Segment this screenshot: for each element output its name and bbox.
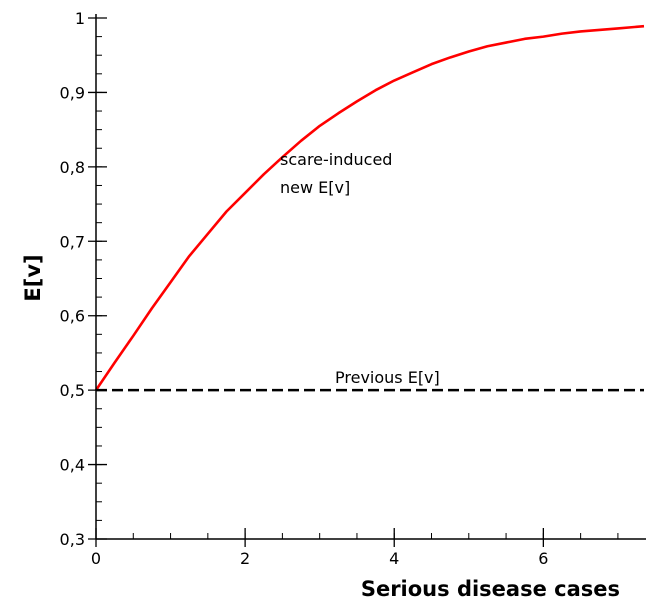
plot-lines: [94, 24, 645, 392]
y-tick-label: 0,5: [60, 381, 85, 400]
curve-annotation-line2: new E[v]: [280, 178, 350, 197]
x-tick-label: 4: [389, 549, 399, 568]
curve-annotation-line1: scare-induced: [280, 150, 392, 169]
baseline-annotation: Previous E[v]: [335, 368, 440, 387]
x-tick-label: 6: [538, 549, 548, 568]
curve-series-line: [94, 24, 645, 391]
y-tick-label: 0,8: [60, 158, 85, 177]
y-tick-label: 0,4: [60, 456, 85, 475]
axes: [95, 14, 646, 540]
y-tick-label: 0,9: [60, 83, 85, 102]
x-axis-title: Serious disease cases: [361, 577, 620, 601]
x-tick-label: 2: [240, 549, 250, 568]
y-tick-label: 1: [75, 9, 85, 28]
x-tick-label: 0: [91, 549, 101, 568]
y-tick-label: 0,3: [60, 530, 85, 549]
y-tick-label: 0,6: [60, 307, 85, 326]
y-tick-label: 0,7: [60, 232, 85, 251]
ticks: 0,3 0,4 0,5 0,6 0,7 0,8 0,9 1 0 2 4 6: [60, 9, 619, 568]
y-axis-title: E[v]: [21, 254, 45, 301]
